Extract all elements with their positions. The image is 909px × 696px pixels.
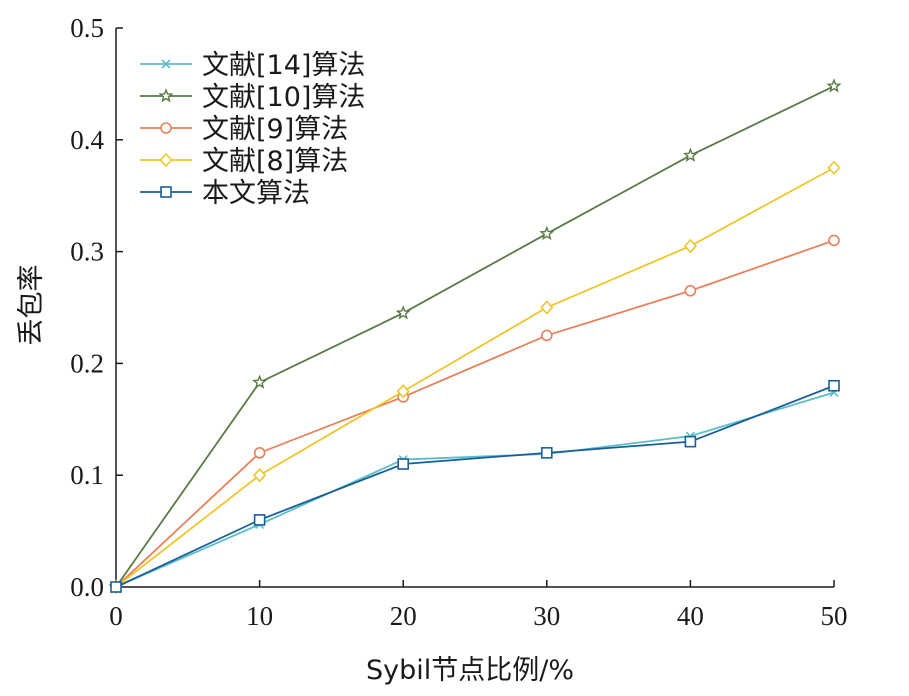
data-point bbox=[395, 305, 411, 320]
x-tick-label: 10 bbox=[246, 601, 273, 631]
legend-marker bbox=[159, 152, 173, 168]
legend-label: 文献[8]算法 bbox=[202, 146, 348, 177]
legend-marker bbox=[160, 122, 172, 134]
x-tick-label: 0 bbox=[109, 601, 123, 631]
plot-area bbox=[108, 78, 842, 595]
data-point bbox=[539, 225, 555, 241]
series-line bbox=[115, 391, 835, 588]
series-4 bbox=[110, 379, 840, 593]
legend-label: 文献[10]算法 bbox=[202, 82, 365, 113]
data-point bbox=[253, 447, 266, 459]
legend-label: 文献[14]算法 bbox=[202, 50, 365, 81]
legend-label: 本文算法 bbox=[202, 178, 310, 209]
series-line bbox=[115, 85, 835, 588]
data-point bbox=[397, 458, 410, 470]
data-point bbox=[540, 447, 553, 459]
x-tick-label: 20 bbox=[390, 601, 417, 631]
data-point bbox=[540, 329, 553, 342]
data-point bbox=[396, 384, 410, 399]
legend-marker bbox=[158, 88, 174, 103]
data-point bbox=[827, 160, 841, 175]
series-3 bbox=[109, 160, 841, 595]
data-point bbox=[253, 468, 267, 483]
y-tick-label: 0.2 bbox=[70, 348, 104, 378]
data-point bbox=[682, 147, 698, 162]
data-point bbox=[828, 234, 840, 247]
data-point bbox=[683, 238, 697, 254]
legend-marker bbox=[160, 186, 172, 198]
legend-marker bbox=[161, 59, 171, 69]
y-tick-label: 0.5 bbox=[70, 13, 104, 43]
data-point bbox=[252, 374, 268, 389]
series-line bbox=[115, 166, 835, 588]
x-tick-label: 40 bbox=[677, 601, 704, 631]
legend-entry: 本文算法 bbox=[140, 178, 310, 209]
data-point bbox=[253, 514, 266, 526]
data-point bbox=[828, 379, 840, 392]
tick-labels: 0 10 20 30 40 50 0.0 0.1 0.2 0.3 0.4 0.5 bbox=[70, 13, 847, 631]
data-point bbox=[540, 300, 554, 315]
y-tick-label: 0.1 bbox=[70, 460, 104, 490]
data-point bbox=[826, 78, 842, 93]
legend-entry: 文献[8]算法 bbox=[140, 146, 348, 177]
data-point bbox=[684, 435, 697, 448]
legend-entry: 文献[10]算法 bbox=[140, 82, 365, 113]
x-axis-label: Sybil节点比例/% bbox=[366, 655, 574, 686]
y-tick-label: 0.4 bbox=[70, 125, 104, 155]
data-point bbox=[684, 284, 697, 297]
legend-label: 文献[9]算法 bbox=[202, 114, 348, 145]
legend-entry: 文献[9]算法 bbox=[140, 114, 348, 145]
series-line bbox=[115, 384, 835, 588]
data-point bbox=[110, 581, 122, 593]
axes bbox=[115, 27, 835, 588]
series-line bbox=[115, 239, 835, 588]
y-tick-label: 0.3 bbox=[70, 237, 104, 267]
y-tick-label: 0.0 bbox=[70, 572, 104, 602]
y-axis-label: 丢包率 bbox=[16, 265, 47, 346]
x-tick-label: 50 bbox=[821, 601, 848, 631]
legend-entry: 文献[14]算法 bbox=[140, 50, 365, 81]
x-tick-label: 30 bbox=[533, 601, 560, 631]
